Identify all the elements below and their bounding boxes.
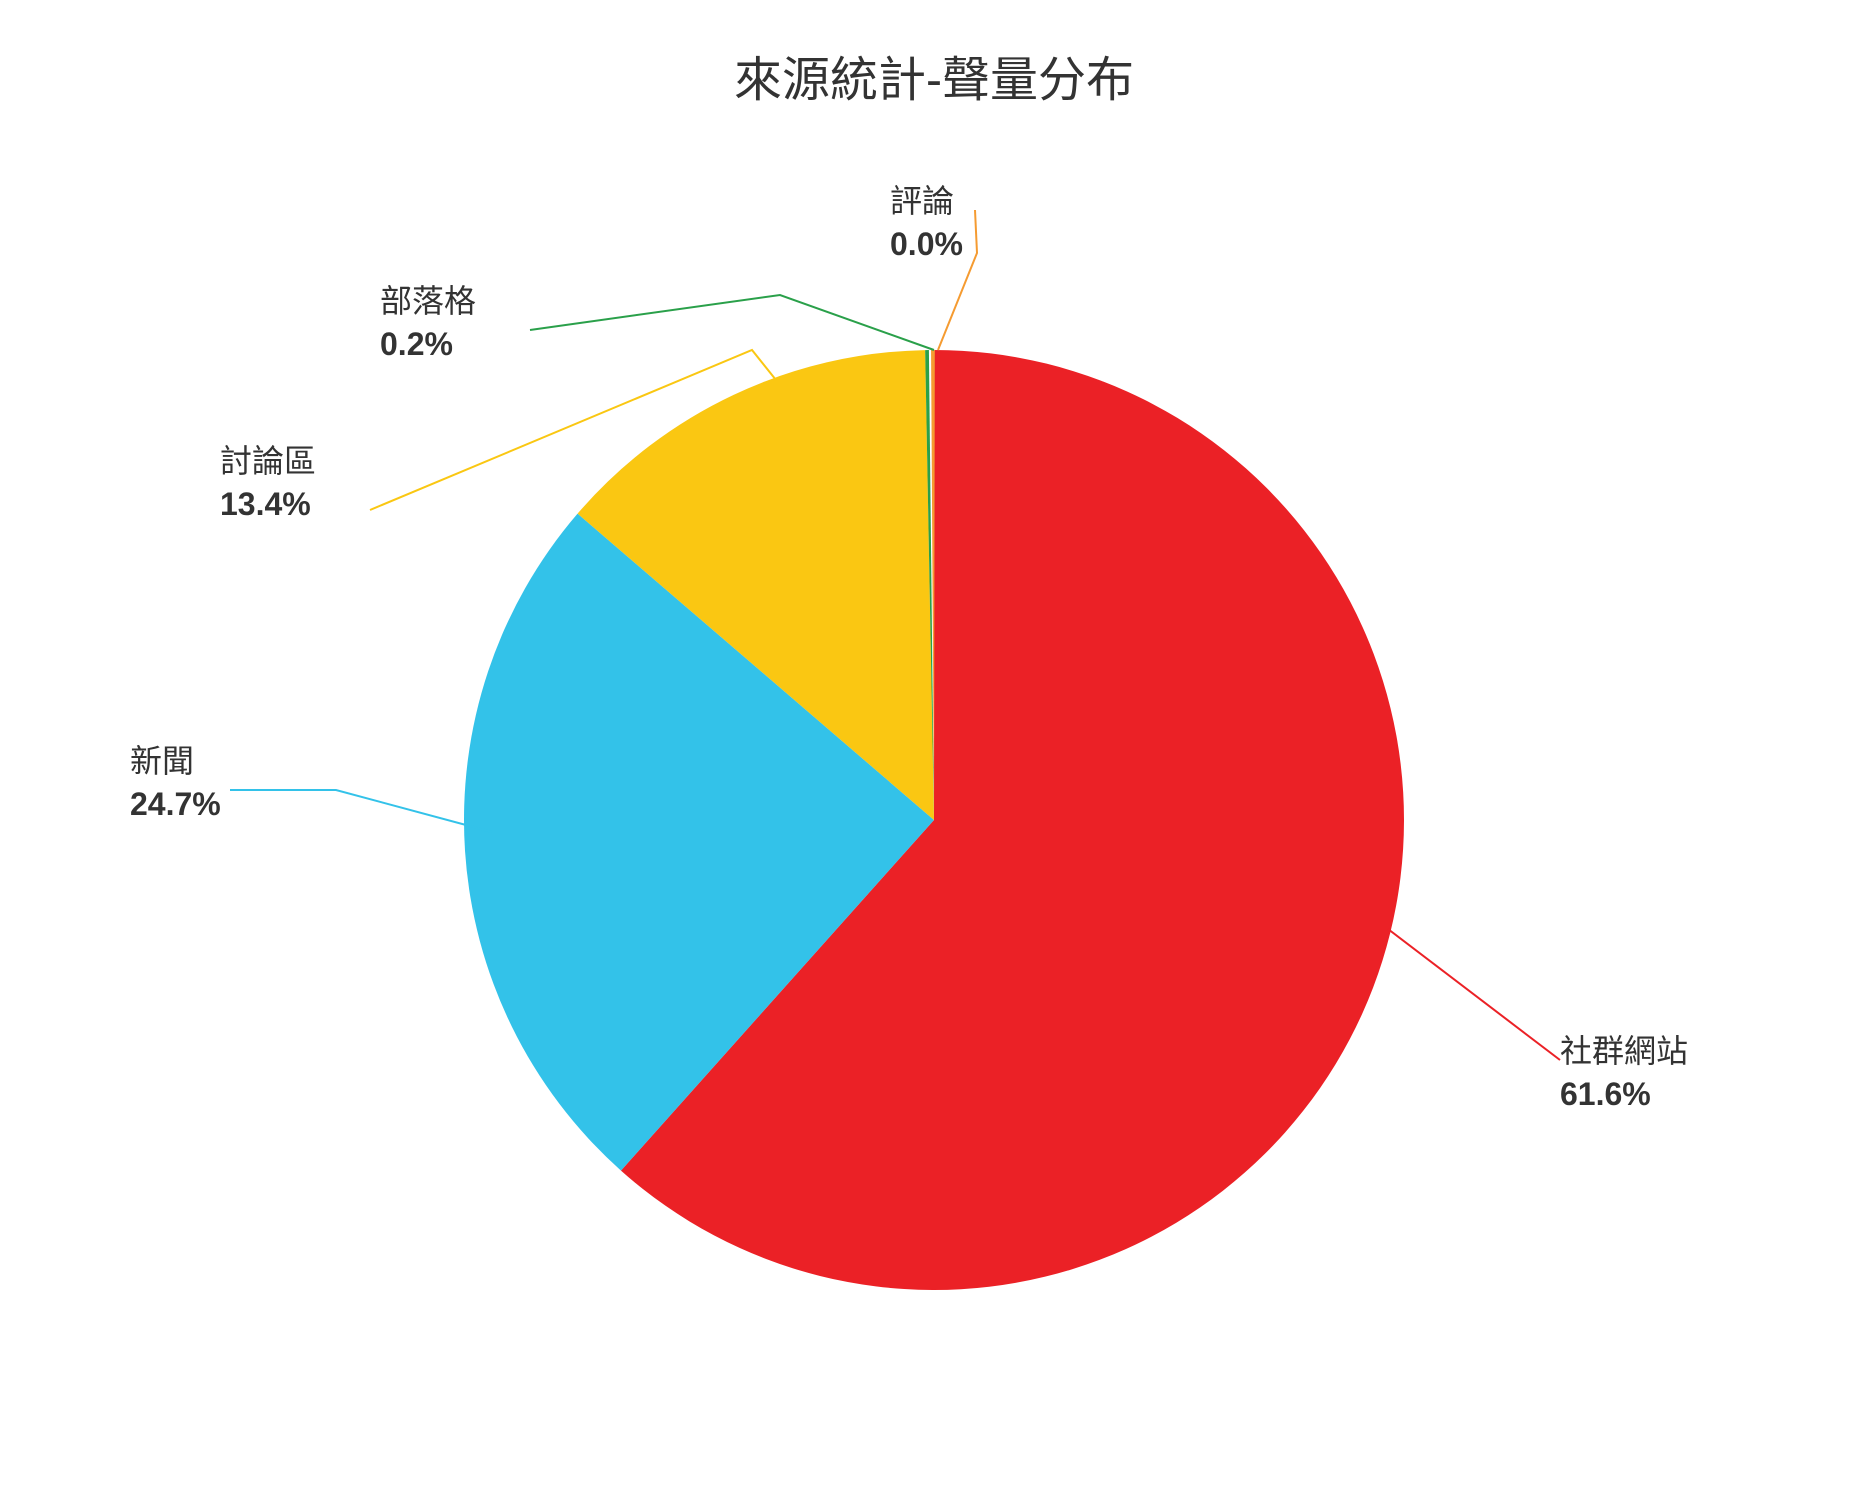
slice-label: 部落格0.2%	[380, 280, 476, 366]
leader-line	[530, 295, 934, 350]
slice-label: 新聞24.7%	[130, 740, 221, 826]
slice-label: 社群網站61.6%	[1560, 1030, 1688, 1116]
slice-label-pct: 0.0%	[890, 223, 963, 266]
slice-label: 討論區13.4%	[220, 440, 316, 526]
slice-label-name: 討論區	[220, 440, 316, 483]
slice-label-name: 新聞	[130, 740, 221, 783]
slice-label-name: 評論	[890, 180, 963, 223]
slice-label: 評論0.0%	[890, 180, 963, 266]
slice-label-name: 部落格	[380, 280, 476, 323]
slice-label-pct: 0.2%	[380, 323, 476, 366]
slice-label-pct: 13.4%	[220, 483, 316, 526]
slice-label-pct: 24.7%	[130, 783, 221, 826]
leader-line	[230, 790, 492, 832]
slice-label-pct: 61.6%	[1560, 1073, 1688, 1116]
leader-line	[1388, 929, 1560, 1060]
slice-label-name: 社群網站	[1560, 1030, 1688, 1073]
